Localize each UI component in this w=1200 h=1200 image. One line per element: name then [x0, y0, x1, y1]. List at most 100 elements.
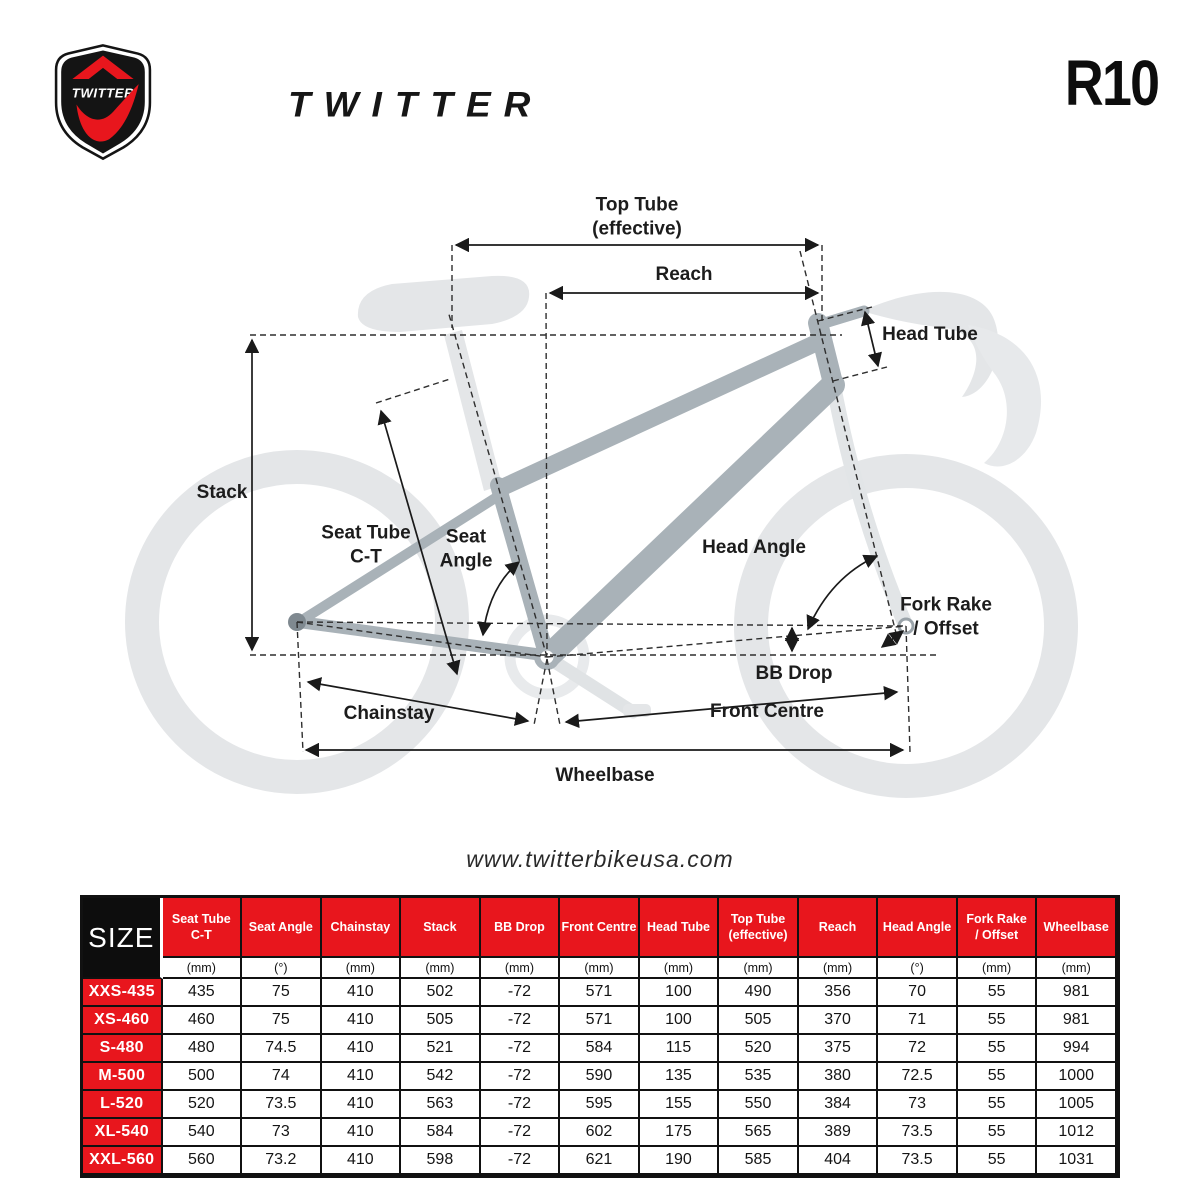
size-row: XXS-435 435 75 410 502 -72 571 100 490 356 70 55 981 — [83, 979, 1117, 1007]
geometry-value: 1005 — [1037, 1091, 1117, 1119]
geometry-table-body: XXS-435 435 75 410 502 -72 571 100 490 356 70 55 981… — [83, 979, 1117, 1175]
model-name: R10 — [1064, 47, 1159, 119]
geometry-value: 621 — [560, 1147, 640, 1175]
geometry-value: 410 — [321, 1007, 402, 1035]
geometry-value: 75 — [242, 979, 322, 1007]
shield-brand-text: TWITTER — [72, 85, 134, 100]
geometry-value: 73.5 — [878, 1119, 958, 1147]
geometry-value: 520 — [719, 1035, 799, 1063]
size-label: S-480 — [83, 1035, 163, 1063]
geometry-value: 550 — [719, 1091, 799, 1119]
geometry-value: 73.5 — [878, 1147, 958, 1175]
geometry-value: 356 — [798, 979, 879, 1007]
geometry-value: 460 — [162, 1007, 243, 1035]
column-unit: (mm) — [560, 958, 640, 979]
geometry-value: 55 — [957, 1035, 1038, 1063]
geometry-value: 598 — [401, 1147, 481, 1175]
size-row: XL-540 540 73 410 584 -72 602 175 565 389 73.5 55 10… — [83, 1119, 1117, 1147]
geometry-value: 73.2 — [242, 1147, 322, 1175]
geometry-value: -72 — [480, 979, 561, 1007]
geometry-value: 584 — [560, 1035, 640, 1063]
brand-wordmark: TWITTER — [288, 85, 544, 124]
column-header: Head Angle — [878, 898, 958, 958]
geometry-value: 389 — [798, 1119, 879, 1147]
geometry-value: 71 — [878, 1007, 958, 1035]
geometry-value: 595 — [560, 1091, 640, 1119]
geometry-value: 560 — [162, 1147, 243, 1175]
column-header: Chainstay — [321, 898, 402, 958]
geometry-table: SIZE Seat Tube C-T Seat Angle Chainstay Stac… — [80, 895, 1120, 1178]
geometry-value: 410 — [321, 1035, 402, 1063]
geometry-value: 590 — [560, 1063, 640, 1091]
column-unit: (mm) — [957, 958, 1038, 979]
label-head-angle: Head Angle — [702, 537, 806, 559]
geometry-value: 435 — [162, 979, 243, 1007]
column-unit: (mm) — [401, 958, 481, 979]
geometry-value: 404 — [798, 1147, 879, 1175]
geometry-value: 370 — [798, 1007, 879, 1035]
geometry-value: 72 — [878, 1035, 958, 1063]
shield-arrow-icon — [72, 55, 134, 80]
geometry-value: 500 — [162, 1063, 243, 1091]
column-header: Front Centre — [560, 898, 640, 958]
column-header: Wheelbase — [1037, 898, 1117, 958]
geometry-value: 73 — [878, 1091, 958, 1119]
geometry-value: 410 — [321, 1063, 402, 1091]
geometry-table-head: SIZE Seat Tube C-T Seat Angle Chainstay Stac… — [83, 898, 1117, 979]
size-label: XL-540 — [83, 1119, 163, 1147]
geometry-value: 505 — [401, 1007, 481, 1035]
size-label: XXS-435 — [83, 979, 163, 1007]
size-row: S-480 480 74.5 410 521 -72 584 115 520 375 72 55 994 — [83, 1035, 1117, 1063]
column-header: BB Drop — [480, 898, 561, 958]
geometry-value: 585 — [719, 1147, 799, 1175]
column-unit: (°) — [242, 958, 322, 979]
geometry-value: 505 — [719, 1007, 799, 1035]
label-stack: Stack — [196, 482, 248, 504]
dimension-arrows — [244, 237, 905, 758]
geometry-value: 72.5 — [878, 1063, 958, 1091]
label-seat-tube-ct: Seat Tube C-T — [321, 522, 411, 567]
column-header: Fork Rake / Offset — [957, 898, 1038, 958]
column-unit: (mm) — [798, 958, 879, 979]
label-fork-rake: Fork Rake / Offset — [900, 594, 992, 639]
geometry-value: 73.5 — [242, 1091, 322, 1119]
geometry-value: 571 — [560, 979, 640, 1007]
column-unit: (mm) — [162, 958, 243, 979]
size-label: M-500 — [83, 1063, 163, 1091]
geometry-value: 542 — [401, 1063, 481, 1091]
geometry-value: 55 — [957, 1091, 1038, 1119]
geometry-value: 380 — [798, 1063, 879, 1091]
label-bb-drop: BB Drop — [755, 663, 833, 685]
geometry-value: -72 — [480, 1119, 561, 1147]
column-header: Stack — [401, 898, 481, 958]
geometry-value: 410 — [321, 1119, 402, 1147]
geometry-value: 565 — [719, 1119, 799, 1147]
column-unit: (mm) — [639, 958, 720, 979]
column-unit: (mm) — [719, 958, 799, 979]
website-url: www.twitterbikeusa.com — [466, 846, 734, 872]
shield-swoosh-icon — [76, 84, 139, 142]
column-unit: (mm) — [1037, 958, 1117, 979]
geometry-value: 480 — [162, 1035, 243, 1063]
geometry-value: 74.5 — [242, 1035, 322, 1063]
geometry-value: 520 — [162, 1091, 243, 1119]
label-chainstay: Chainstay — [343, 703, 435, 725]
geometry-value: 502 — [401, 979, 481, 1007]
geometry-value: 571 — [560, 1007, 640, 1035]
geometry-value: 375 — [798, 1035, 879, 1063]
geometry-value: 55 — [957, 1007, 1038, 1035]
geometry-value: 190 — [639, 1147, 720, 1175]
geometry-value: 55 — [957, 1063, 1038, 1091]
label-reach: Reach — [655, 264, 713, 286]
label-top-tube: Top Tube (effective) — [592, 194, 682, 239]
geometry-value: 981 — [1037, 1007, 1117, 1035]
geometry-diagram: Top Tube (effective) Reach Head Tube Sta… — [100, 185, 1100, 825]
geometry-value: 1031 — [1037, 1147, 1117, 1175]
size-row: XXL-560 560 73.2 410 598 -72 621 190 585 404 73.5 5… — [83, 1147, 1117, 1175]
label-seat-angle: Seat Angle — [439, 526, 493, 571]
geometry-value: 100 — [639, 979, 720, 1007]
geometry-value: 602 — [560, 1119, 640, 1147]
geometry-value: 410 — [321, 979, 402, 1007]
column-header: Top Tube (effective) — [719, 898, 799, 958]
geometry-value: 75 — [242, 1007, 322, 1035]
